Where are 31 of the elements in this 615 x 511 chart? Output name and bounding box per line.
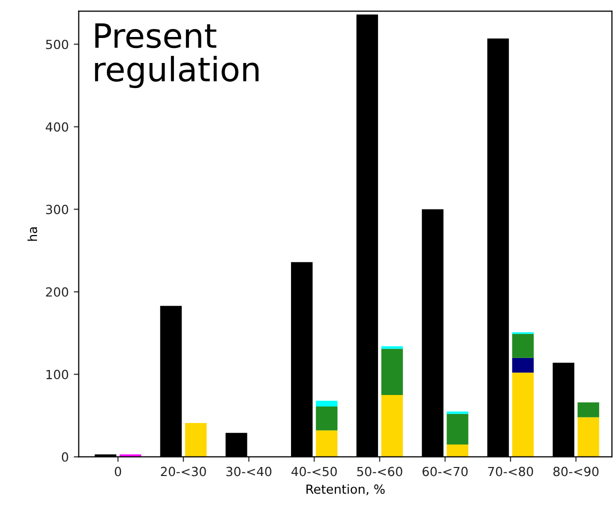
bar bbox=[185, 423, 207, 457]
bar bbox=[381, 394, 403, 457]
y-axis-title: ha bbox=[27, 227, 38, 241]
bar bbox=[381, 348, 403, 395]
bar bbox=[578, 402, 600, 418]
bar bbox=[316, 430, 338, 457]
bar bbox=[512, 334, 534, 358]
bar bbox=[316, 400, 338, 406]
x-tick-label: 0 bbox=[114, 466, 122, 476]
y-tick-label: 200 bbox=[46, 287, 68, 297]
text: Present regulation bbox=[95, 23, 259, 88]
x-tick-label: 50-<60 bbox=[357, 466, 402, 476]
bar bbox=[512, 372, 534, 457]
x-tick-label: 80-<90 bbox=[553, 466, 599, 476]
x-tick-label: 30-<40 bbox=[226, 466, 272, 476]
y-tick-label: 100 bbox=[46, 370, 68, 380]
bar bbox=[512, 358, 534, 373]
x-tick-label: 60-<70 bbox=[422, 466, 468, 476]
y-tick-label: 400 bbox=[46, 122, 68, 132]
bar bbox=[578, 417, 600, 457]
bar bbox=[446, 444, 468, 457]
x-tick-label: 40-<50 bbox=[291, 466, 337, 476]
y-tick-label: 0 bbox=[62, 452, 68, 462]
y-tick-label: 500 bbox=[46, 40, 68, 50]
x-tick-label: 20-<30 bbox=[160, 466, 206, 476]
bar bbox=[446, 414, 468, 444]
bar bbox=[446, 411, 468, 414]
x-tick-label: 70-<80 bbox=[488, 466, 534, 476]
bar bbox=[316, 406, 338, 430]
y-tick-label: 300 bbox=[46, 204, 68, 214]
x-axis-title: Retention, % bbox=[306, 484, 385, 496]
